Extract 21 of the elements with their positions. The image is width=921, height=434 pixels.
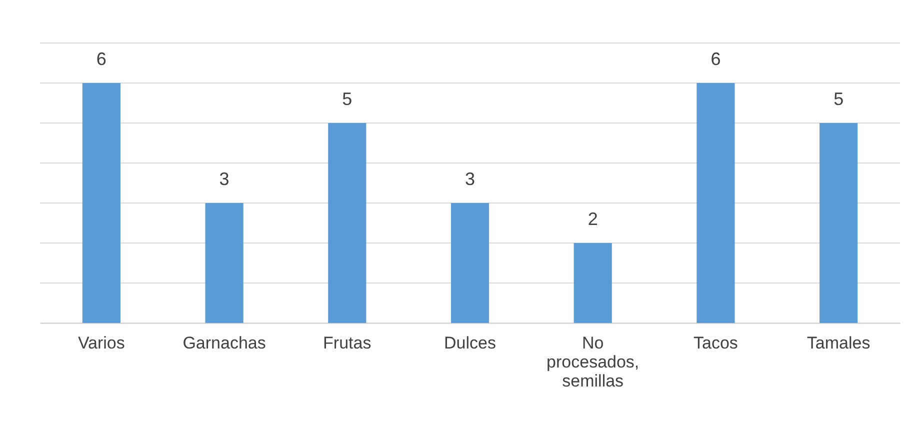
x-tick-label: Tamales (806, 334, 870, 352)
data-label: 2 (588, 209, 598, 229)
bar (82, 83, 120, 323)
data-label: 5 (342, 89, 352, 109)
x-tick-label: Garnachas (182, 334, 266, 352)
data-label: 3 (219, 169, 230, 189)
data-label: 5 (834, 89, 844, 109)
x-tick-label: Dulces (444, 334, 496, 352)
x-tick-label: Frutas (323, 334, 372, 352)
data-label: 6 (710, 49, 721, 69)
bar (696, 83, 735, 323)
x-tick-label: Tacos (694, 334, 738, 352)
bar (574, 243, 612, 323)
bar (328, 123, 366, 323)
data-label: 3 (464, 169, 476, 189)
x-tick-label: No procesados, semillas (546, 334, 640, 390)
x-tick-label: Varios (78, 334, 125, 352)
bar (205, 203, 244, 323)
bar (450, 203, 490, 323)
bar (820, 123, 858, 323)
data-label: 6 (96, 49, 106, 69)
